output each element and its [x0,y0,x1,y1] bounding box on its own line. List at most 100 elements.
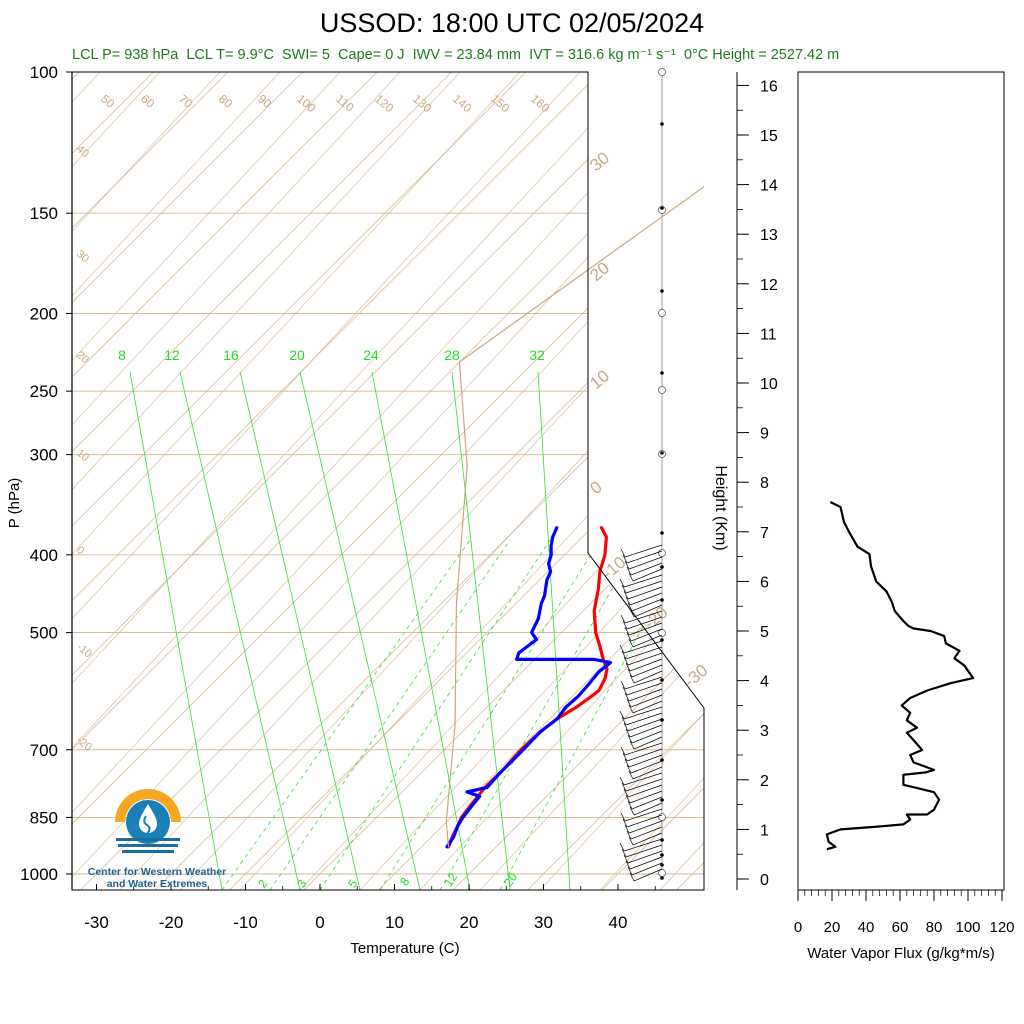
wind-barb-feather [621,782,627,792]
wind-barb-feather [629,674,635,684]
wind-level-dot [660,598,664,602]
logo-wave-3 [122,850,174,853]
wind-barb-feather [624,626,630,636]
isotherm-label: 120 [372,92,397,116]
isotherm-line [451,72,704,890]
mixing-ratio-label: 12 [164,347,180,363]
wind-barb [630,826,663,840]
wind-barb-feather [629,806,635,816]
isotherm-label: 140 [450,92,475,116]
wind-barb [629,856,663,870]
wind-barb-feather [626,698,632,708]
wind-barb-feather [620,548,626,558]
flux-tick-label: 20 [824,919,841,936]
y-tick-label: 300 [30,446,58,465]
mixing-ratio-label: 5 [345,877,360,891]
wind-barb [630,760,663,774]
flux-tick-label: 0 [794,919,802,936]
height-tick-label: 15 [760,128,778,145]
dry-adiabat-line [119,72,704,890]
wind-level-dot [660,638,664,642]
height-tick-label: 11 [760,326,777,343]
y-tick-label: 850 [30,808,58,827]
wind-barb [625,844,663,858]
left-temp-label: 20 [74,349,91,366]
wind-barb [633,670,663,684]
wind-barb-feather [623,854,629,864]
isotherm-label: 60 [138,92,157,112]
isotherm-line [302,72,704,890]
isotherm-label: 80 [216,92,235,112]
wind-barb [631,598,663,612]
mixing-ratio-label: 24 [363,347,379,363]
wind-barb [625,646,663,660]
wind-barb-feather [625,728,631,738]
wind-barb-feather [621,584,627,594]
wind-barb [623,772,663,786]
flux-tick-label: 60 [892,919,909,936]
height-tick-label: 12 [760,277,778,294]
isotherm-line [0,0,8,891]
wind-barb-feather [620,614,626,624]
wind-barb [631,664,663,678]
isotherm-line [72,72,456,890]
height-tick-label: 5 [760,624,769,641]
wind-barb-feather [627,668,633,678]
flux-axis-title: Water Vapor Flux (g/kg*m/s) [807,945,995,962]
mixing-ratio-line [299,371,421,890]
x-tick-label: 10 [385,913,404,932]
wind-barb-feather [619,644,625,654]
wind-calm-circle [658,549,666,557]
dewpoint-profile-line [445,526,612,849]
mixing-ratio-dashed-line [269,539,511,890]
flux-tick-label: 100 [955,919,980,936]
logo-line-2: and Water Extremes [106,878,208,890]
wind-calm-circle [658,869,666,877]
mixing-ratio-line [371,371,471,890]
wind-barb-feather [621,848,627,858]
logo-wave-2 [118,844,178,847]
wind-barb [632,634,663,648]
wind-barb-feather [627,602,633,612]
height-axis-title: Height (Km) [712,465,729,550]
stat-ivt: IVT = 316.6 kg m⁻¹ s⁻¹ [529,47,676,63]
wind-barb-feather [626,632,632,642]
mixing-ratio-label: 3 [294,877,309,891]
wind-barb-feather [628,572,634,582]
mixing-ratio-label: 8 [397,875,412,889]
right-temp-label: 10 [586,366,613,393]
height-tick-label: 13 [760,227,778,244]
x-tick-label: -20 [159,913,184,932]
wind-barb [630,628,663,642]
wind-barb-feather [622,818,628,828]
wind-barb [624,742,663,756]
wind-level-dot [660,838,664,842]
stat-swi: SWI= 5 [282,47,330,63]
wind-barb-feather [619,842,625,852]
y-tick-label: 700 [30,741,58,760]
isotherm-label: 160 [528,92,553,116]
dry-adiabat-line [960,72,1024,890]
wind-barb-feather [624,758,630,768]
wind-barb [624,676,663,690]
stat-cape: Cape= 0 J [338,47,405,63]
mixing-ratio-label: 2 [255,877,270,891]
x-tick-label: -10 [233,913,258,932]
sounding-stats: LCL P= 938 hPa LCL T= 9.9°C SWI= 5 Cape=… [72,47,839,63]
wind-barb-feather [619,776,625,786]
flux-frame [797,71,1005,891]
height-tick-label: 8 [760,475,769,492]
height-tick-label: 4 [760,674,769,691]
wind-barb [632,766,663,780]
wind-barb-feather [626,830,632,840]
right-temp-label: 30 [586,148,613,175]
left-temp-label: 30 [74,248,91,265]
isotherm-line [72,72,307,890]
logo-line-1: Center for Western Weather [87,866,227,878]
wind-barb-feather [620,812,626,822]
wind-barb-feather [628,638,634,648]
height-tick-label: 2 [760,773,769,790]
wind-level-dot [660,289,664,293]
